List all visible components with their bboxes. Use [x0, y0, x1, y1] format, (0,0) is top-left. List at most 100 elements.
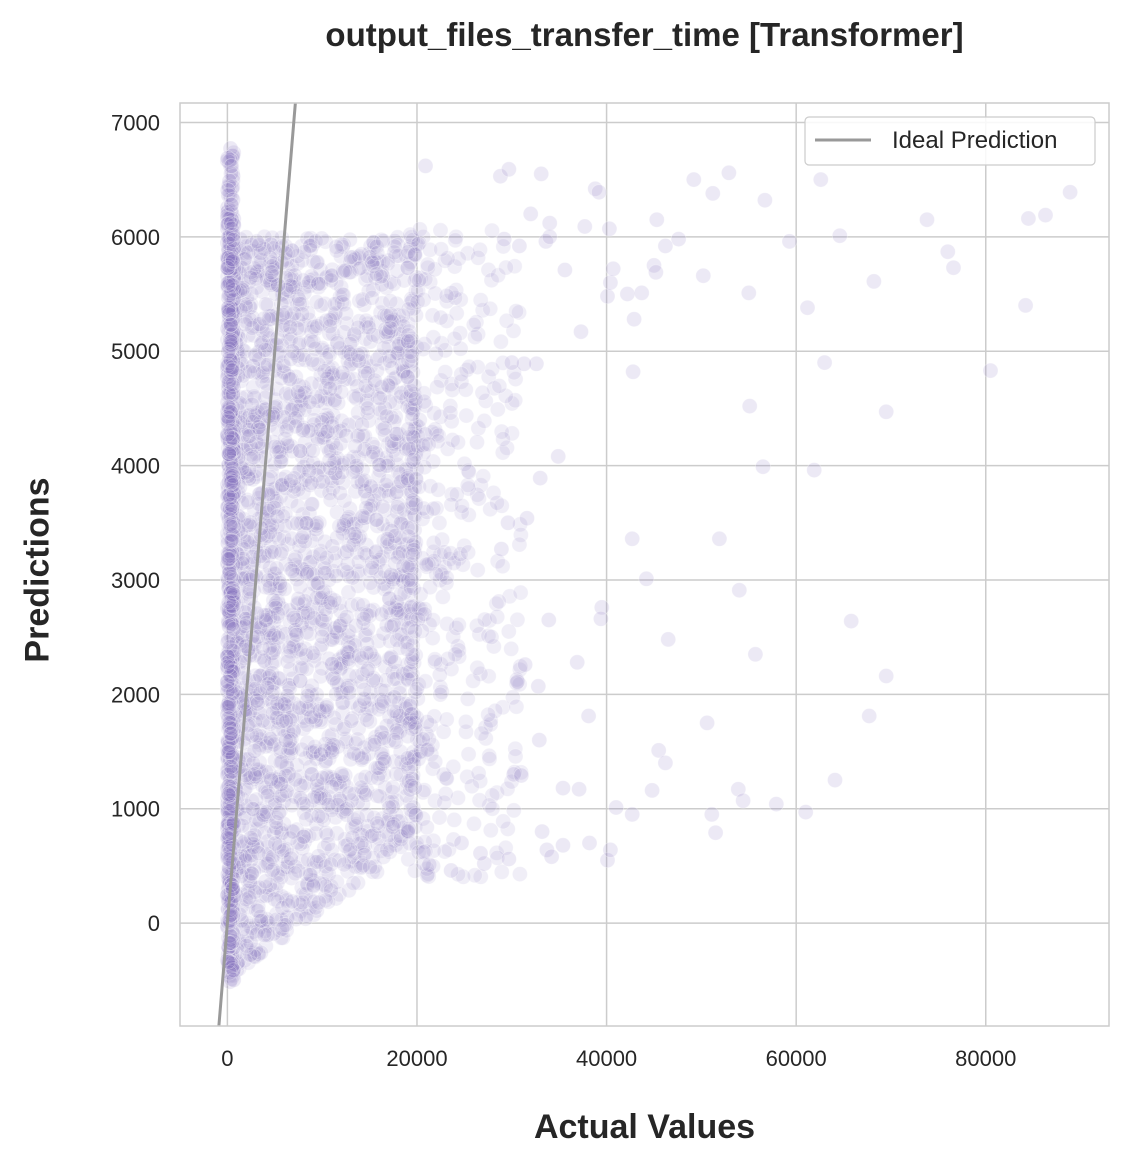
data-point — [369, 245, 386, 262]
data-point — [316, 840, 333, 856]
data-point — [222, 360, 239, 377]
data-point — [313, 592, 330, 608]
data-point — [284, 277, 301, 293]
data-point — [503, 354, 520, 371]
data-point — [345, 449, 362, 466]
x-tick-label: 60000 — [766, 1046, 827, 1071]
data-point — [296, 828, 313, 845]
data-point — [232, 409, 249, 426]
data-point — [351, 826, 368, 843]
data-point — [249, 264, 265, 281]
data-point — [384, 779, 401, 796]
data-point — [356, 845, 373, 862]
data-point — [404, 771, 421, 788]
data-point — [404, 752, 421, 769]
data-point — [273, 776, 290, 792]
data-point — [407, 623, 424, 639]
data-point — [453, 835, 470, 851]
data-point — [275, 363, 292, 380]
data-point — [263, 519, 280, 535]
data-point — [284, 278, 301, 295]
data-point — [220, 410, 237, 427]
data-point — [220, 274, 237, 291]
data-point — [320, 836, 337, 852]
data-point — [220, 439, 237, 456]
data-point — [226, 240, 243, 257]
data-point — [492, 333, 509, 350]
data-point — [221, 565, 238, 582]
data-point — [317, 389, 333, 406]
data-point — [274, 413, 291, 430]
data-point — [270, 772, 287, 788]
data-point — [318, 270, 335, 287]
data-point — [247, 879, 264, 896]
data-point — [355, 442, 372, 459]
data-point — [313, 230, 330, 247]
data-point — [513, 767, 530, 784]
data-point — [330, 651, 347, 668]
data-point — [264, 600, 281, 617]
data-point — [295, 458, 312, 475]
data-point — [272, 488, 289, 505]
data-point — [405, 300, 422, 317]
data-point — [255, 629, 272, 646]
data-point — [242, 876, 259, 893]
data-point — [222, 503, 239, 520]
data-point — [619, 286, 636, 302]
data-point — [357, 707, 373, 723]
data-point — [235, 245, 252, 262]
data-point — [273, 440, 290, 457]
data-point — [277, 626, 294, 642]
data-point — [416, 336, 433, 352]
data-points — [219, 140, 1078, 990]
data-point — [336, 344, 353, 361]
data-point — [685, 171, 702, 188]
data-point — [353, 854, 370, 871]
data-point — [323, 842, 340, 859]
data-point — [384, 819, 401, 836]
data-point — [366, 826, 383, 843]
data-point — [244, 396, 260, 413]
data-point — [387, 836, 404, 853]
data-point — [369, 787, 385, 804]
data-point — [291, 442, 308, 459]
data-point — [288, 633, 305, 650]
data-point — [227, 684, 244, 700]
data-point — [432, 686, 449, 703]
data-point — [305, 599, 322, 616]
data-point — [489, 401, 506, 418]
data-point — [319, 439, 336, 456]
data-point — [236, 434, 252, 451]
data-point — [219, 654, 236, 670]
data-point — [227, 541, 244, 558]
data-point — [221, 469, 238, 486]
data-point — [287, 549, 304, 565]
data-point — [245, 924, 261, 940]
data-point — [394, 712, 411, 729]
data-point — [260, 629, 277, 646]
data-point — [245, 425, 262, 442]
data-point — [470, 249, 487, 266]
data-point — [398, 773, 415, 790]
data-point — [269, 518, 286, 535]
data-point — [332, 248, 349, 265]
data-point — [242, 766, 259, 783]
data-point — [388, 806, 405, 823]
data-point — [222, 333, 239, 350]
data-point — [369, 362, 385, 379]
data-point — [308, 294, 325, 311]
data-point — [241, 918, 258, 935]
data-point — [331, 791, 348, 807]
data-point — [389, 350, 406, 367]
data-point — [366, 239, 383, 255]
data-point — [470, 765, 487, 782]
data-point — [482, 822, 499, 839]
data-point — [797, 804, 814, 820]
data-point — [304, 517, 321, 534]
data-point — [264, 851, 281, 868]
data-point — [286, 344, 303, 361]
data-point — [400, 421, 417, 438]
data-point — [398, 823, 414, 839]
data-point — [377, 823, 394, 840]
data-point — [221, 458, 238, 474]
